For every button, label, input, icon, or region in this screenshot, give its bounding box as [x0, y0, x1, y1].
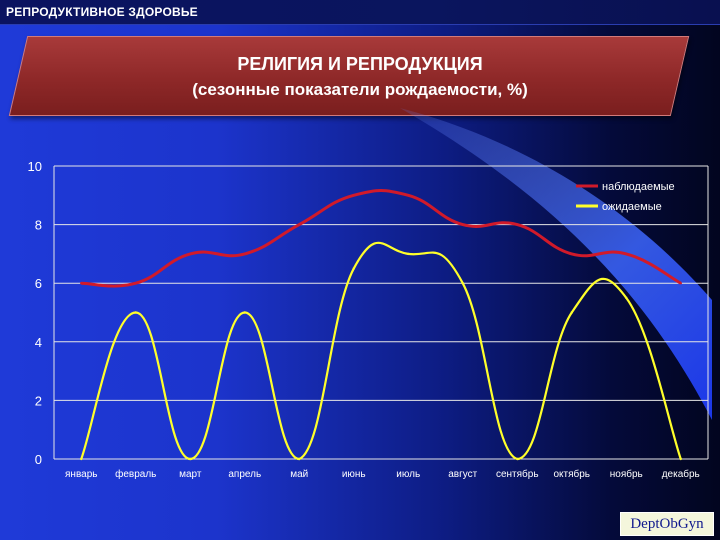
legend-label: наблюдаемые — [602, 181, 675, 193]
series-point — [679, 282, 682, 285]
decorative-sweep — [400, 108, 712, 420]
section-label: РЕПРОДУКТИВНОЕ ЗДОРОВЬЕ — [6, 5, 198, 19]
series-point — [134, 282, 137, 285]
x-tick-label: март — [179, 469, 202, 480]
series-layer — [80, 188, 682, 461]
y-tick-label: 2 — [35, 393, 42, 408]
series-expected-line — [80, 241, 682, 461]
series-point — [80, 457, 83, 461]
series-point — [352, 194, 355, 197]
series-point — [570, 252, 573, 256]
series-observed-line — [81, 188, 682, 288]
x-tick-label: апрель — [228, 469, 261, 480]
x-tick-label: август — [448, 469, 477, 480]
x-tick-label: май — [290, 469, 308, 480]
series-point — [625, 252, 628, 256]
series-point — [243, 252, 246, 256]
x-tick-label: сентябрь — [496, 468, 539, 480]
x-tick-label: январь — [65, 469, 97, 480]
y-tick-label: 10 — [28, 159, 42, 174]
series-point — [679, 457, 682, 461]
series-point — [243, 311, 246, 314]
series-point — [407, 252, 410, 256]
legend-label: ожидаемые — [602, 201, 662, 213]
series-point — [189, 252, 192, 256]
series-point — [570, 311, 573, 314]
series-point — [407, 194, 410, 197]
series-point — [625, 296, 628, 300]
x-tick-label: ноябрь — [610, 468, 643, 480]
legend: наблюдаемые ожидаемые — [576, 181, 675, 213]
chart-title: РЕЛИГИЯ И РЕПРОДУКЦИЯ — [237, 54, 483, 74]
series-point — [352, 267, 355, 270]
dept-logo: DeptObGyn — [620, 512, 714, 536]
y-tick-label: 0 — [35, 452, 42, 467]
y-tick-label: 8 — [35, 218, 42, 233]
y-tick-label: 6 — [35, 276, 42, 291]
x-tick-label: февраль — [115, 468, 156, 480]
series-point — [298, 457, 301, 461]
series-point — [461, 282, 464, 285]
x-tick-label: июнь — [342, 469, 366, 480]
series-point — [189, 457, 192, 461]
series-point — [80, 282, 83, 285]
y-tick-label: 4 — [35, 335, 42, 350]
series-point — [516, 457, 519, 461]
x-tick-label: октябрь — [553, 468, 590, 480]
series-point — [298, 223, 301, 226]
chart-subtitle: (сезонные показатели рождаемости, %) — [192, 80, 528, 99]
series-point — [516, 223, 519, 226]
series-point — [461, 223, 464, 226]
series-point — [134, 311, 137, 314]
x-tick-label: июль — [396, 469, 420, 480]
axis-layer: 0 2 4 6 8 10 январь февраль март апрель май июнь июл… — [28, 159, 709, 480]
x-tick-label: декабрь — [662, 468, 700, 480]
top-bar: РЕПРОДУКТИВНОЕ ЗДОРОВЬЕ — [0, 0, 720, 25]
